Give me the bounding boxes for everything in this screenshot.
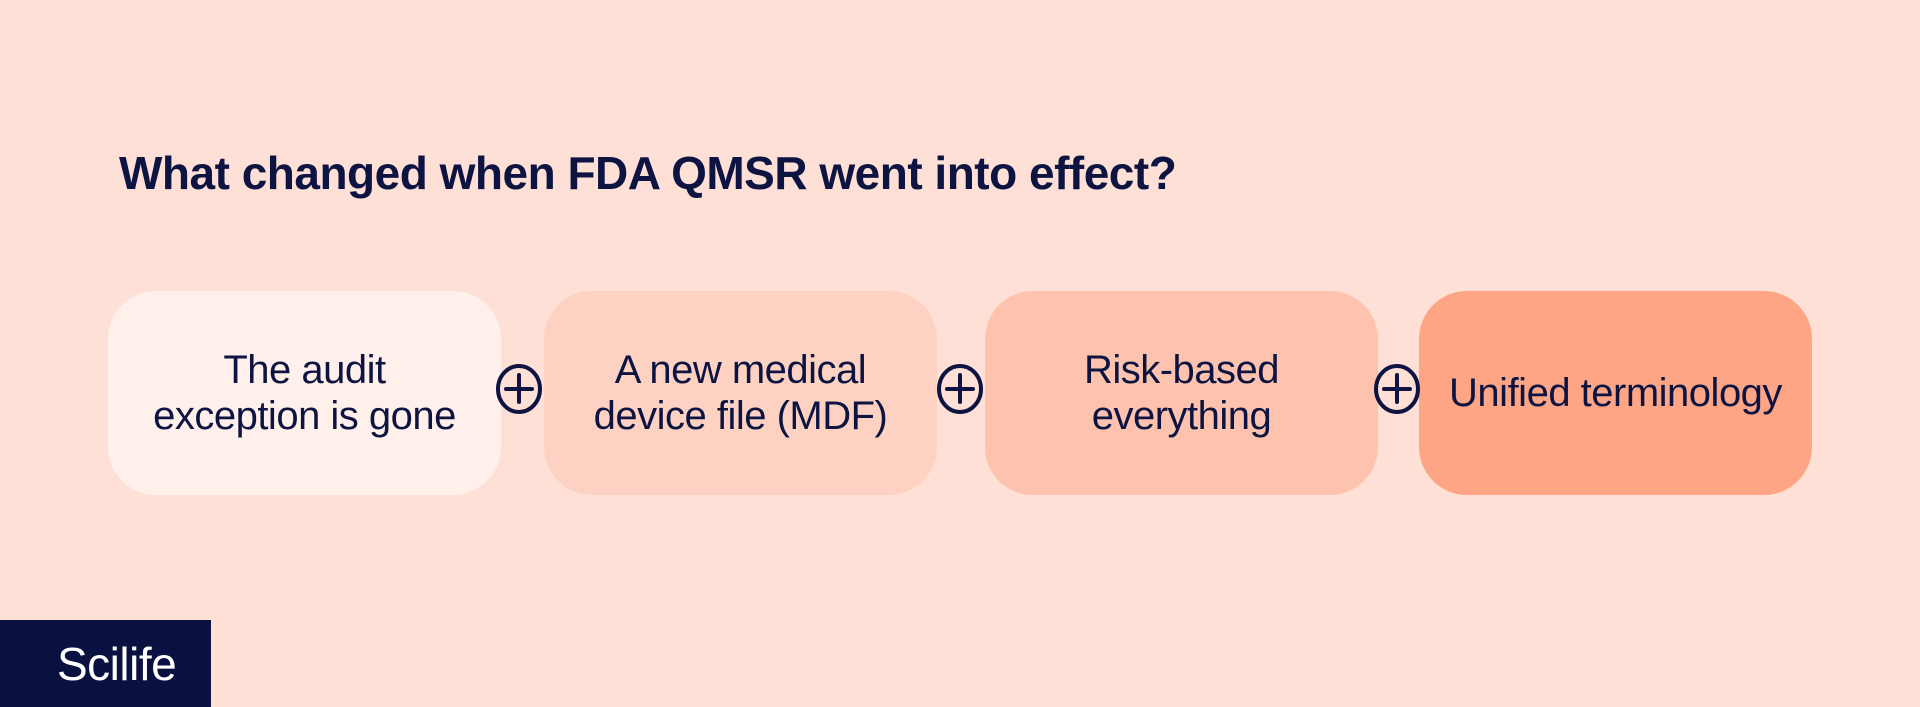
page-title: What changed when FDA QMSR went into eff…: [119, 147, 1177, 199]
scilife-logo: Scilife: [0, 620, 211, 707]
circled-plus-icon: [1374, 364, 1420, 414]
circled-plus-icon: [496, 364, 542, 414]
step-card-medical-device-file: A new medical device file (MDF): [544, 291, 937, 495]
step-card-unified-terminology: Unified terminology: [1419, 291, 1812, 495]
step-card-risk-based: Risk-based everything: [985, 291, 1378, 495]
step-card-audit-exception: The audit exception is gone: [108, 291, 501, 495]
logo-text: Scilife: [57, 637, 177, 690]
circled-plus-icon: [937, 364, 983, 414]
